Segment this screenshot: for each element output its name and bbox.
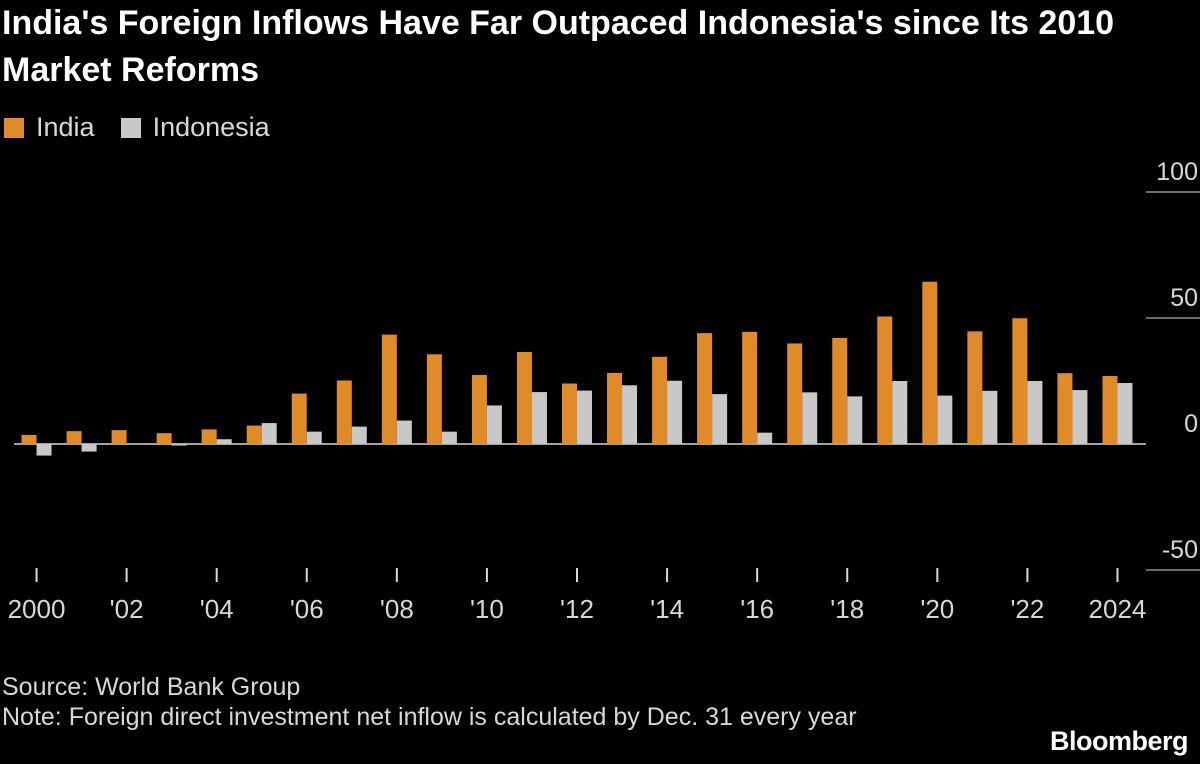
x-tick-label: '16 — [740, 594, 774, 624]
x-tick-label: '06 — [290, 594, 324, 624]
x-tick-label: '18 — [830, 594, 864, 624]
bar-india-2011 — [516, 352, 532, 444]
bar-indonesia-2004 — [216, 439, 232, 444]
bar-indonesia-2024 — [1117, 383, 1133, 444]
bar-indonesia-2008 — [396, 420, 412, 444]
bar-india-2002 — [111, 430, 127, 444]
legend-label-india: India — [36, 112, 95, 142]
source-text: Source: World Bank Group — [2, 673, 301, 701]
legend-label-indonesia: Indonesia — [152, 112, 270, 142]
y-tick-label: -50 — [1162, 536, 1198, 564]
bar-indonesia-2003 — [171, 444, 187, 446]
y-tick-label: 100 — [1156, 158, 1198, 186]
bar-indonesia-2009 — [441, 431, 457, 444]
bar-india-2007 — [336, 380, 352, 444]
bar-indonesia-2016 — [757, 432, 773, 444]
bar-india-2010 — [471, 374, 487, 444]
bloomberg-logo: Bloomberg — [1049, 726, 1189, 756]
bar-india-2020 — [922, 281, 938, 444]
bar-indonesia-2013 — [622, 385, 638, 444]
x-tick-label: '14 — [650, 594, 684, 624]
x-tick-label: '10 — [470, 594, 504, 624]
y-tick-label: 50 — [1170, 284, 1198, 312]
bar-india-2016 — [742, 331, 758, 444]
bar-india-2004 — [201, 429, 217, 444]
y-tick-label: 0 — [1184, 410, 1198, 438]
bar-indonesia-2020 — [937, 395, 953, 444]
bar-indonesia-2014 — [667, 380, 683, 444]
bar-india-2022 — [1012, 318, 1028, 444]
bar-indonesia-2017 — [802, 392, 818, 444]
x-tick-label: '12 — [560, 594, 594, 624]
bar-india-2018 — [832, 337, 848, 444]
x-tick-label: 2000 — [8, 594, 66, 624]
bar-india-2005 — [246, 425, 262, 444]
legend-item-india: India — [4, 112, 95, 143]
legend: India Indonesia — [4, 112, 296, 143]
legend-swatch-india — [4, 117, 24, 138]
bar-indonesia-2019 — [892, 381, 908, 444]
bar-india-2023 — [1057, 373, 1073, 444]
bar-india-2014 — [652, 356, 668, 444]
bar-india-2006 — [291, 393, 307, 444]
bar-indonesia-2010 — [486, 405, 502, 444]
legend-item-indonesia: Indonesia — [120, 112, 270, 143]
bar-india-2001 — [66, 431, 82, 444]
bar-india-2017 — [787, 343, 803, 444]
bar-indonesia-2007 — [351, 426, 367, 444]
bar-india-2021 — [967, 331, 983, 444]
bar-indonesia-2021 — [982, 390, 998, 444]
bar-indonesia-2015 — [712, 394, 728, 444]
note-text: Note: Foreign direct investment net infl… — [2, 703, 857, 731]
x-tick-label: 2024 — [1089, 594, 1147, 624]
bar-india-2000 — [21, 434, 37, 444]
bar-indonesia-2001 — [81, 444, 97, 452]
x-tick-label: '08 — [380, 594, 414, 624]
legend-swatch-indonesia — [120, 117, 141, 138]
bar-india-2019 — [877, 316, 893, 444]
bar-indonesia-2006 — [306, 431, 322, 444]
bar-indonesia-2005 — [261, 423, 277, 444]
bar-india-2015 — [697, 333, 713, 444]
bar-indonesia-2023 — [1072, 390, 1088, 444]
bar-india-2013 — [607, 372, 623, 444]
bar-indonesia-2012 — [577, 390, 592, 444]
bar-india-2009 — [426, 354, 442, 444]
bar-indonesia-2000 — [36, 444, 52, 456]
x-tick-label: '04 — [200, 594, 234, 624]
bar-indonesia-2018 — [847, 396, 863, 444]
x-tick-label: '02 — [110, 594, 144, 624]
x-tick-label: '20 — [920, 594, 954, 624]
bar-india-2003 — [156, 433, 172, 444]
bar-indonesia-2022 — [1027, 381, 1043, 444]
footer: Source: World Bank Group Note: Foreign d… — [2, 672, 902, 732]
bar-chart: -50 0 50 100 2000 '02 '04 '06 '08 '10 '12 '14 '16 '18… — [8, 158, 1200, 624]
bar-india-2012 — [562, 383, 577, 444]
bar-india-2008 — [381, 334, 397, 444]
bar-indonesia-2011 — [531, 392, 547, 444]
bar-india-2024 — [1102, 375, 1118, 444]
bar-indonesia-2002 — [126, 443, 142, 445]
chart-title: India's Foreign Inflows Have Far Outpace… — [2, 4, 1115, 89]
x-tick-label: '22 — [1010, 594, 1044, 624]
